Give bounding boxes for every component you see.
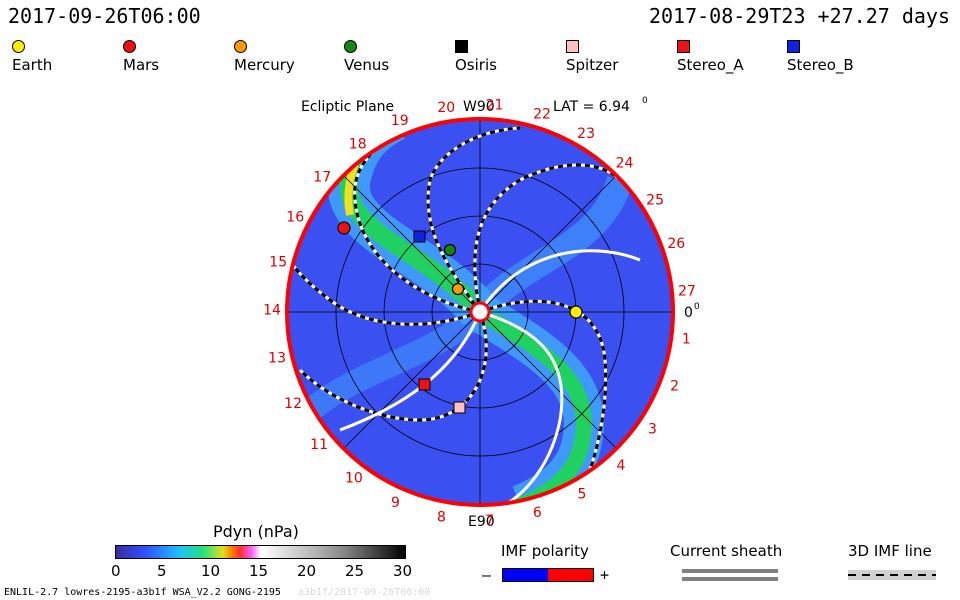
carrington-label: 7 bbox=[485, 513, 494, 529]
stereo-b-marker bbox=[413, 230, 426, 243]
imf-line-swatch bbox=[848, 570, 936, 580]
legend-mercury: Mercury bbox=[234, 38, 295, 74]
carrington-label: 19 bbox=[391, 113, 409, 129]
legend-label: Mars bbox=[123, 56, 160, 74]
carrington-label: 22 bbox=[533, 106, 551, 122]
legend-earth: Earth bbox=[12, 38, 52, 74]
sun-icon bbox=[469, 301, 491, 323]
legend-osiris: Osiris bbox=[455, 38, 497, 74]
stereo-a-marker-icon bbox=[677, 40, 690, 53]
carrington-label: 10 bbox=[345, 470, 363, 486]
imf-spiral-lines bbox=[288, 126, 641, 505]
legend-spitzer: Spitzer bbox=[566, 38, 618, 74]
legend-label: Stereo_B bbox=[787, 56, 854, 74]
carrington-label: 4 bbox=[617, 458, 626, 474]
venus-marker-icon bbox=[344, 40, 357, 53]
plot-title: Ecliptic Plane bbox=[301, 99, 394, 115]
colorbar-tick: 25 bbox=[345, 562, 365, 580]
colorbar-tick: 20 bbox=[297, 562, 317, 580]
stereo-a-marker bbox=[418, 378, 431, 391]
carrington-label: 12 bbox=[284, 396, 302, 412]
mars-marker bbox=[337, 221, 351, 235]
carrington-label: 20 bbox=[437, 100, 455, 116]
legend-label: Earth bbox=[12, 56, 53, 74]
carrington-label: 17 bbox=[313, 170, 331, 186]
earth-marker-icon bbox=[12, 40, 25, 53]
current-sheath-title: Current sheath bbox=[670, 542, 783, 560]
imf-minus: – bbox=[482, 566, 492, 584]
carrington-label: 13 bbox=[268, 351, 286, 367]
legend-label: Osiris bbox=[455, 56, 497, 74]
imf-plus: + bbox=[600, 566, 610, 584]
legend-mars: Mars bbox=[123, 38, 159, 74]
colorbar-tick: 0 bbox=[111, 562, 121, 580]
date-right: 2017-08-29T23 +27.27 days bbox=[648, 4, 950, 28]
colorbar-tick: 5 bbox=[157, 562, 167, 580]
carrington-label: 2 bbox=[670, 378, 679, 394]
carrington-label: 14 bbox=[263, 303, 281, 319]
carrington-label: 27 bbox=[678, 283, 696, 299]
imf-polarity-title: IMF polarity bbox=[501, 542, 589, 560]
carrington-label: 21 bbox=[486, 98, 504, 114]
mercury-marker-icon bbox=[234, 40, 247, 53]
footer-text: ENLIL-2.7 lowres-2195-a3b1f WSA_V2.2 GON… bbox=[4, 587, 281, 598]
carrington-label: 23 bbox=[577, 126, 595, 142]
lat-label: LAT = 6.94 bbox=[553, 99, 630, 115]
e90-label: E90 bbox=[468, 514, 495, 530]
carrington-label: 8 bbox=[437, 509, 446, 525]
carrington-label: 6 bbox=[533, 505, 542, 521]
mercury-marker bbox=[451, 282, 465, 296]
earth-marker bbox=[569, 305, 583, 319]
date-left: 2017-09-26T06:00 bbox=[8, 4, 201, 28]
spitzer-marker bbox=[453, 401, 466, 414]
carrington-label: 1 bbox=[682, 332, 691, 348]
colorbar-tick: 30 bbox=[393, 562, 413, 580]
legend-stereo-a: Stereo_A bbox=[677, 38, 744, 74]
footer-faint-text: a3b1f/2017-09-26T06:00 bbox=[298, 587, 431, 598]
disk-rim bbox=[285, 117, 675, 507]
spitzer-marker-icon bbox=[566, 40, 579, 53]
current-sheath-swatch bbox=[682, 569, 778, 581]
carrington-label: 11 bbox=[310, 437, 328, 453]
carrington-label: 25 bbox=[646, 193, 664, 209]
carrington-label: 26 bbox=[667, 236, 685, 252]
carrington-label: 24 bbox=[616, 155, 634, 171]
mars-marker-icon bbox=[123, 40, 136, 53]
colorbar-tick: 10 bbox=[201, 562, 221, 580]
colorbar bbox=[115, 545, 406, 559]
legend-stereo-b: Stereo_B bbox=[787, 38, 854, 74]
stereo-b-marker-icon bbox=[787, 40, 800, 53]
carrington-label: 15 bbox=[269, 255, 287, 271]
osiris-marker-icon bbox=[455, 40, 468, 53]
legend-label: Stereo_A bbox=[677, 56, 744, 74]
venus-marker bbox=[443, 243, 457, 257]
legend-venus: Venus bbox=[344, 38, 389, 74]
carrington-label: 16 bbox=[286, 210, 304, 226]
colorbar-title: Pdyn (nPa) bbox=[213, 522, 299, 541]
imf-line-title: 3D IMF line bbox=[848, 542, 932, 560]
carrington-label: 5 bbox=[577, 486, 586, 502]
colorbar-tick: 15 bbox=[249, 562, 269, 580]
lat-sup: 0 bbox=[642, 96, 648, 106]
legend-label: Spitzer bbox=[566, 56, 619, 74]
legend-label: Mercury bbox=[234, 56, 295, 74]
carrington-label: 3 bbox=[648, 421, 657, 437]
w90-label: W90 bbox=[463, 99, 495, 115]
zero-deg-label: 0 bbox=[684, 305, 693, 321]
zero-deg-sup: 0 bbox=[694, 302, 700, 312]
legend-label: Venus bbox=[344, 56, 390, 74]
imf-polarity-bar bbox=[502, 568, 594, 582]
carrington-label: 18 bbox=[349, 137, 367, 153]
carrington-label: 9 bbox=[391, 495, 400, 511]
